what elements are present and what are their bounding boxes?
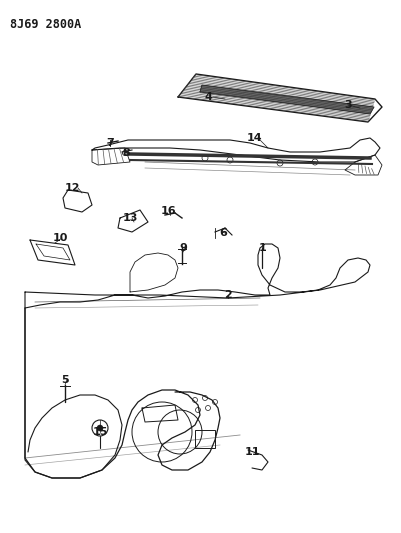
Text: 5: 5 — [61, 375, 69, 385]
Text: 6: 6 — [219, 228, 227, 238]
Text: 8: 8 — [122, 148, 130, 158]
Text: 15: 15 — [92, 427, 108, 437]
Text: 1: 1 — [259, 243, 267, 253]
Text: 7: 7 — [106, 138, 114, 148]
Text: 10: 10 — [52, 233, 68, 243]
Text: 9: 9 — [179, 243, 187, 253]
Text: 4: 4 — [204, 92, 212, 102]
Circle shape — [97, 425, 103, 431]
Bar — [195, 430, 215, 448]
Text: 11: 11 — [244, 447, 260, 457]
Text: 12: 12 — [64, 183, 80, 193]
Text: 14: 14 — [247, 133, 263, 143]
Text: 16: 16 — [160, 206, 176, 216]
Text: 8J69 2800A: 8J69 2800A — [10, 18, 81, 31]
Text: 2: 2 — [224, 290, 232, 300]
Text: 3: 3 — [344, 100, 352, 110]
Text: 13: 13 — [122, 213, 138, 223]
